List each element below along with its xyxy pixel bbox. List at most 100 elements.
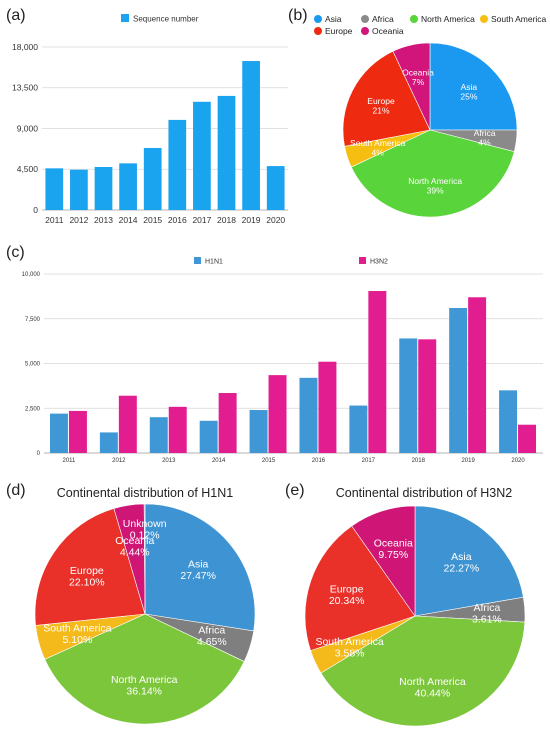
panel-a-bars bbox=[45, 61, 285, 211]
y-tick-label: 0 bbox=[37, 451, 41, 457]
panel-d-pie-chart: (d) Continental distribution of H1N1 Asi… bbox=[6, 482, 256, 725]
slice-label-south-america: South America bbox=[43, 622, 111, 634]
slice-label-oceania: Oceania bbox=[374, 537, 413, 549]
bar-h1n1-2018 bbox=[399, 338, 418, 453]
bar-h3n2-2016 bbox=[318, 361, 337, 453]
bar-sequence-number-2015 bbox=[143, 147, 162, 210]
bar-sequence-number-2014 bbox=[119, 163, 137, 210]
legend-label-south-america: South America bbox=[491, 14, 547, 24]
panel-b-pie-chart: (b) Asia Africa North America South America… bbox=[288, 7, 547, 218]
slice-north-america bbox=[44, 613, 245, 725]
x-tick-label: 2016 bbox=[312, 458, 326, 464]
slice-europe bbox=[304, 525, 416, 651]
bar-h3n2-2018 bbox=[418, 339, 437, 453]
slice-asia bbox=[414, 505, 524, 617]
x-tick-label: 2014 bbox=[212, 458, 226, 464]
panel-a-x-tick-labels: 2011 2012 2013 2014 2015 2016 2017 2018 2019 2020 bbox=[45, 215, 285, 225]
slice-value-oceania: 9.75% bbox=[378, 549, 408, 561]
legend-label-asia: Asia bbox=[325, 14, 342, 24]
bar-h1n1-2017 bbox=[349, 405, 368, 453]
x-tick-label: 2017 bbox=[362, 458, 376, 464]
slice-value-south-america: 4% bbox=[372, 147, 385, 157]
y-tick-label: 5,000 bbox=[25, 362, 41, 368]
slice-label-oceania: Oceania bbox=[115, 535, 154, 547]
bar-h3n2-2011 bbox=[68, 410, 87, 453]
legend-label-h3n2: H3N2 bbox=[370, 259, 388, 266]
x-tick-label: 2020 bbox=[266, 215, 285, 225]
bar-h1n1-2020 bbox=[499, 390, 518, 453]
x-tick-label: 2020 bbox=[511, 458, 525, 464]
slice-asia bbox=[144, 503, 256, 632]
slice-value-africa: 3.61% bbox=[472, 613, 502, 625]
bar-sequence-number-2020 bbox=[266, 166, 285, 210]
legend-swatch-h3n2 bbox=[359, 257, 366, 264]
slice-label-south-america: South America bbox=[350, 138, 406, 148]
slice-value-south-america: 3.58% bbox=[335, 648, 365, 660]
panel-label-d: (d) bbox=[6, 482, 26, 499]
x-tick-label: 2012 bbox=[112, 458, 126, 464]
slice-europe bbox=[34, 508, 146, 626]
x-tick-label: 2014 bbox=[119, 215, 138, 225]
slice-label-europe: Europe bbox=[70, 565, 104, 577]
x-tick-label: 2013 bbox=[162, 458, 176, 464]
legend-label-north-america: North America bbox=[421, 14, 475, 24]
legend-label-h1n1: H1N1 bbox=[205, 259, 223, 266]
y-tick-label: 4,500 bbox=[17, 164, 39, 174]
slice-oceania bbox=[351, 505, 416, 617]
panel-c-grouped-bar-chart: (c) H1N1 H3N2 0 2,500 5,000 7,500 10,000 201… bbox=[6, 244, 543, 464]
y-tick-label: 0 bbox=[33, 205, 38, 215]
bar-sequence-number-2013 bbox=[94, 166, 113, 210]
legend-label-africa: Africa bbox=[372, 14, 394, 24]
bar-sequence-number-2011 bbox=[45, 168, 64, 210]
bar-h3n2-2017 bbox=[368, 291, 387, 453]
bar-h1n1-2019 bbox=[449, 308, 468, 453]
slice-label-north-america: North America bbox=[111, 674, 178, 686]
x-tick-label: 2019 bbox=[242, 215, 261, 225]
slice-value-africa: 4.65% bbox=[197, 636, 227, 648]
panel-a-y-tick-labels: 0 4,500 9,000 13,500 18,000 bbox=[12, 42, 38, 215]
x-tick-label: 2013 bbox=[94, 215, 113, 225]
y-tick-label: 10,000 bbox=[22, 272, 41, 278]
slice-value-europe: 22.10% bbox=[69, 577, 105, 589]
x-tick-label: 2012 bbox=[69, 215, 88, 225]
legend-marker-oceania bbox=[361, 27, 369, 35]
panel-c-x-tick-labels: 2011 2012 2013 2014 2015 2016 2017 2018 2019 2020 bbox=[62, 458, 525, 464]
slice-label-south-america: South America bbox=[315, 636, 383, 648]
legend-label-oceania: Oceania bbox=[372, 26, 404, 36]
legend-label-europe: Europe bbox=[325, 26, 353, 36]
bar-h3n2-2013 bbox=[168, 406, 187, 453]
x-tick-label: 2015 bbox=[143, 215, 162, 225]
bar-h3n2-2019 bbox=[468, 297, 487, 453]
panel-d-slices bbox=[34, 503, 256, 725]
panel-label-c: (c) bbox=[6, 244, 25, 261]
panel-b-slices bbox=[342, 42, 518, 218]
panel-label-e: (e) bbox=[285, 482, 305, 499]
slice-label-europe: Europe bbox=[367, 96, 395, 106]
slice-label-africa: Africa bbox=[473, 602, 500, 614]
slice-north-america bbox=[320, 615, 526, 727]
legend-marker-africa bbox=[361, 15, 369, 23]
panel-e-slices bbox=[304, 505, 526, 727]
slice-oceania bbox=[392, 42, 431, 131]
bar-h3n2-2015 bbox=[268, 375, 287, 453]
x-tick-label: 2016 bbox=[168, 215, 187, 225]
bar-h3n2-2012 bbox=[118, 395, 137, 453]
legend-marker-europe bbox=[314, 27, 322, 35]
slice-north-america bbox=[350, 129, 515, 218]
x-tick-label: 2015 bbox=[262, 458, 276, 464]
bar-h3n2-2014 bbox=[218, 393, 237, 453]
y-tick-label: 13,500 bbox=[12, 83, 38, 93]
slice-label-unknown: Unknown bbox=[123, 518, 167, 530]
panel-label-b: (b) bbox=[288, 7, 308, 24]
slice-value-europe: 20.34% bbox=[329, 595, 365, 607]
y-tick-label: 2,500 bbox=[25, 406, 41, 412]
bar-h1n1-2013 bbox=[149, 417, 168, 453]
slice-asia bbox=[429, 42, 518, 131]
bar-h1n1-2011 bbox=[49, 413, 68, 453]
slice-label-oceania: Oceania bbox=[402, 67, 434, 77]
slice-value-unknown: 0.12% bbox=[130, 530, 160, 542]
bar-sequence-number-2012 bbox=[70, 169, 88, 210]
